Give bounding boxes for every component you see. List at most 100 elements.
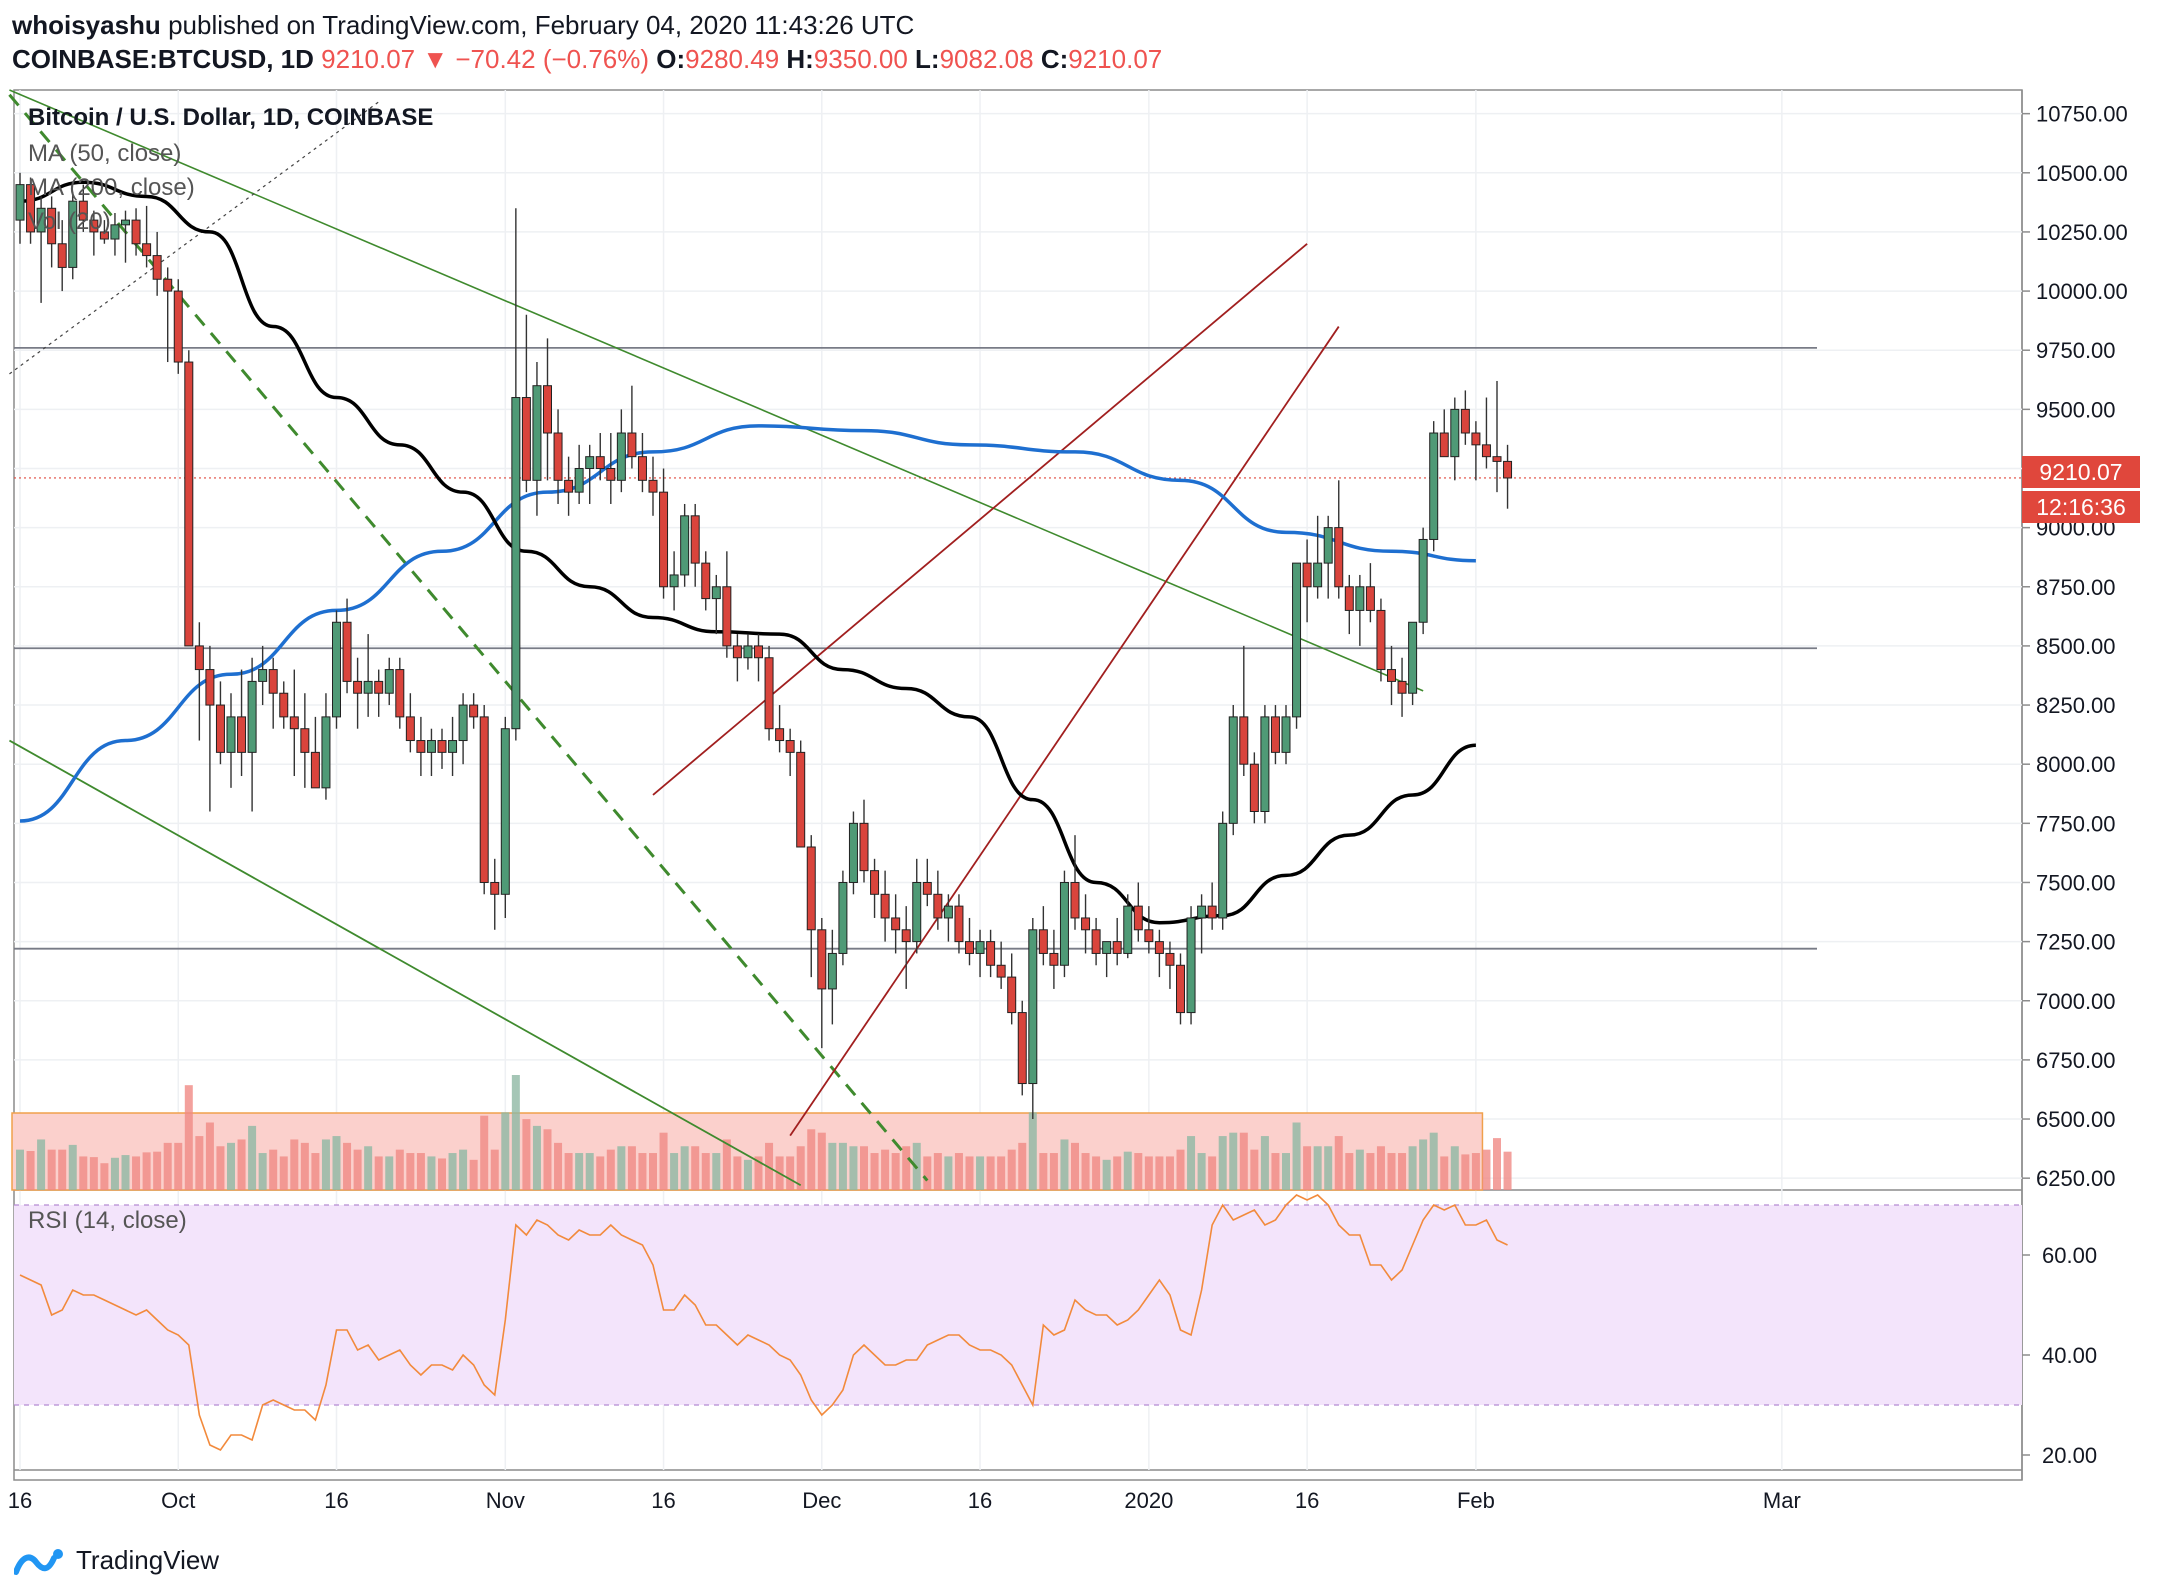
volume-bar [976,1156,985,1190]
candle-body [669,574,679,588]
candle-body [490,881,500,895]
volume-bar [680,1146,689,1190]
publisher-name[interactable]: whoisyashu [12,10,161,40]
high-value: 9350.00 [813,44,908,74]
x-tick-label: Nov [486,1488,525,1513]
x-tick-label: Mar [1763,1488,1801,1513]
volume-bar [1303,1146,1312,1190]
candle-body [426,740,436,753]
low-value: 9082.08 [939,44,1034,74]
candle [511,208,521,741]
candle [1186,906,1196,1025]
candle-body [374,680,384,694]
candle [1344,574,1354,635]
candle [564,456,574,516]
rsi-legend[interactable]: RSI (14, close) [28,1207,187,1234]
candle-body [184,361,194,647]
volume-bar [1144,1156,1153,1190]
candle-body [215,704,225,753]
ma200-legend[interactable]: MA (200, close) [28,174,195,201]
brand-name: TradingView [76,1545,220,1575]
candle [300,693,310,788]
x-tick-label: 16 [968,1488,992,1513]
close-value: 9210.07 [1068,44,1163,74]
price-tick-label: 10250.00 [2036,220,2128,245]
candle-body [806,846,816,931]
candle-body [1418,538,1428,623]
volume-bar [1398,1153,1407,1190]
volume-bar [743,1159,752,1190]
candle [78,184,88,232]
candle [775,705,785,753]
candle [152,231,162,296]
volume-bar [933,1153,942,1190]
footer-brand[interactable]: TradingView [14,1545,219,1576]
candle-body [479,716,489,883]
candle-body [986,941,996,966]
candle-body [880,893,890,919]
volume-bar [1292,1122,1301,1190]
candle-body [395,669,405,718]
price-tick-label: 9500.00 [2036,397,2116,422]
open-label: O: [656,44,686,74]
volume-bar [944,1156,953,1190]
candle [1471,421,1481,481]
volume-bar [691,1146,700,1190]
candle-body [859,822,869,872]
volume-bar [37,1139,46,1190]
candle [258,645,268,706]
volume-bar [564,1153,573,1190]
ma50-legend[interactable]: MA (50, close) [28,140,182,167]
candle-body [1365,586,1375,611]
candle-body [1302,562,1312,588]
candle-body [99,231,109,240]
candle [574,444,584,504]
candle-body [310,751,320,789]
volume-bar [216,1146,225,1190]
candle-body [1059,881,1069,966]
candle-body [1334,527,1344,588]
rsi-tick-label: 40.00 [2042,1343,2097,1368]
candle [279,681,289,729]
candle-body [1492,456,1502,462]
candle-body [363,680,373,694]
candle-body [1481,444,1491,458]
volume-bar [1387,1153,1396,1190]
candle-body [543,385,552,434]
volume-bar [353,1149,362,1190]
volume-bar [754,1156,763,1190]
candle-body [416,740,426,753]
price-tick-label: 10000.00 [2036,279,2128,304]
candle-body [891,917,901,931]
volume-bar [1208,1156,1217,1190]
volume-bar [205,1122,214,1190]
candle [891,894,901,954]
candle-body [47,207,57,245]
candle-body [110,224,120,240]
candle [1154,929,1164,978]
candle-body [627,432,637,458]
volume-bar [174,1142,183,1190]
candle [933,870,943,930]
candle-body [912,881,922,943]
volume-bar [1503,1151,1512,1190]
candle-body [500,728,510,895]
price-tick-label: 10500.00 [2036,161,2128,186]
candle [374,669,384,717]
candle-body [848,822,858,883]
candle [1070,835,1080,930]
volume-bar [237,1139,246,1190]
candle-body [353,680,363,694]
candle [1492,380,1502,493]
candle-body [1028,929,1038,1085]
volume-bar [248,1125,257,1190]
candle [405,693,415,753]
volume-bar [300,1142,309,1190]
candle [975,929,985,978]
volume-legend[interactable]: Vol (20) [28,208,111,235]
volume-bar [26,1151,35,1190]
volume-bar [765,1142,774,1190]
symbol-label: COINBASE:BTCUSD, 1D [12,44,314,74]
candle-body [775,728,785,742]
